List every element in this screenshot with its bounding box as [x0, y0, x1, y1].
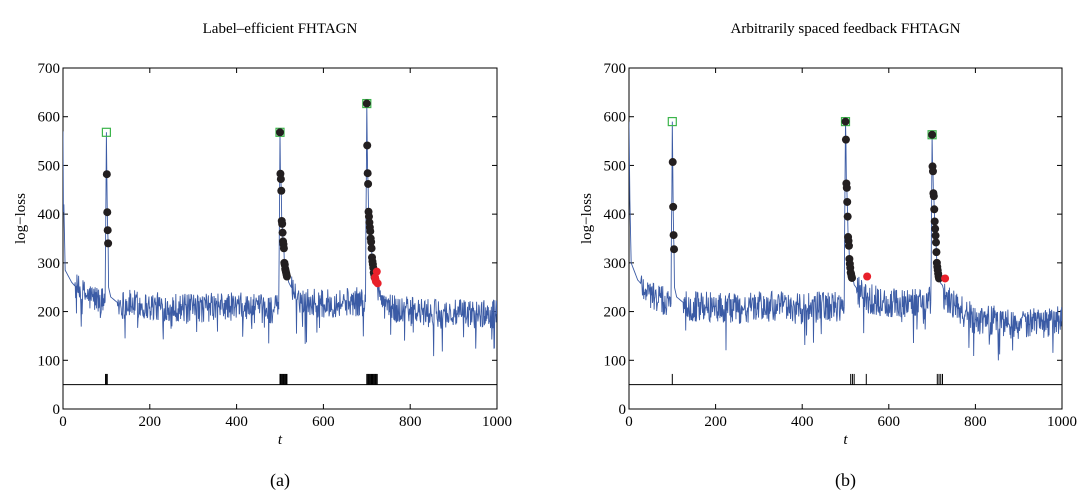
- black-data-point: [844, 241, 853, 250]
- x-tick-label: 1000: [1047, 414, 1077, 430]
- black-data-point: [847, 273, 856, 282]
- log-loss-line-segment: [670, 121, 845, 351]
- x-axis-label: t: [843, 432, 848, 448]
- y-axis-label: log−loss: [13, 193, 29, 244]
- x-tick-label: 200: [139, 414, 162, 430]
- plot-area: [629, 121, 1062, 386]
- plot-frame: [62, 67, 498, 410]
- y-tick-label: 200: [604, 305, 627, 321]
- panel-caption: (b): [835, 470, 856, 491]
- y-tick-label: 100: [38, 353, 61, 369]
- green-square-marker: [667, 116, 677, 127]
- x-tick-label: 400: [791, 414, 814, 430]
- x-tick-label: 0: [625, 414, 633, 430]
- log-loss-line-segment: [104, 132, 280, 344]
- plot-frame: [628, 67, 1063, 410]
- black-data-point: [841, 117, 850, 126]
- x-tick-label: 600: [312, 414, 335, 430]
- y-tick-label: 0: [619, 402, 627, 418]
- black-data-point: [842, 183, 851, 192]
- black-data-point: [931, 224, 940, 233]
- black-data-point: [929, 192, 938, 201]
- black-data-point: [928, 130, 937, 139]
- chart-title: Arbitrarily spaced feedback FHTAGN: [731, 21, 961, 37]
- chart-b-svg: Arbitrarily spaced feedback FHTAGN 0 100 20…: [579, 21, 1077, 491]
- black-data-point: [103, 226, 112, 235]
- y-tick-label: 700: [604, 61, 627, 77]
- black-data-point: [276, 128, 284, 137]
- x-tick-label: 0: [59, 414, 67, 430]
- x-tick-label: 800: [399, 414, 422, 430]
- black-data-point: [364, 212, 373, 221]
- black-data-point: [930, 205, 939, 214]
- log-loss-line-segment: [278, 132, 366, 344]
- black-data-point: [366, 227, 375, 236]
- red-data-point: [941, 274, 950, 283]
- black-data-point: [843, 197, 852, 206]
- x-tick-label: 400: [225, 414, 248, 430]
- log-loss-line-segment: [63, 131, 106, 327]
- red-data-point: [373, 279, 382, 288]
- log-loss-line-segment: [930, 134, 1062, 361]
- plot-area: [63, 103, 497, 386]
- x-axis-label: t: [278, 432, 283, 448]
- black-data-point: [104, 239, 113, 248]
- black-data-point: [103, 208, 112, 217]
- chart-panel-a: Label–efficient FHTAGN 0 100 200 300 400 500 60…: [13, 21, 512, 491]
- black-data-point: [931, 238, 940, 247]
- y-tick-label: 500: [604, 158, 627, 174]
- x-tick-label: 1000: [482, 414, 512, 430]
- log-loss-line-segment: [843, 121, 932, 344]
- black-data-point: [841, 135, 850, 144]
- black-data-point: [278, 219, 287, 228]
- black-data-point: [935, 274, 944, 283]
- black-data-point: [282, 272, 291, 281]
- y-tick-label: 600: [38, 110, 61, 126]
- red-data-point: [863, 272, 872, 281]
- black-data-point: [367, 237, 376, 246]
- chart-a-svg: Label–efficient FHTAGN 0 100 200 300 400 500 60…: [13, 21, 512, 491]
- black-data-point: [102, 170, 111, 179]
- y-tick-label: 300: [604, 256, 627, 272]
- black-data-point: [930, 217, 939, 226]
- black-data-point: [669, 231, 678, 240]
- x-tick-label: 800: [964, 414, 987, 430]
- y-tick-label: 0: [53, 402, 61, 418]
- y-axis-label: log−loss: [579, 193, 595, 244]
- green-square-marker: [101, 127, 112, 137]
- black-data-point: [279, 244, 288, 253]
- black-data-point: [363, 141, 372, 150]
- x-tick-label: 200: [704, 414, 727, 430]
- black-data-point: [278, 228, 287, 237]
- y-tick-label: 200: [38, 305, 61, 321]
- black-data-point: [931, 231, 940, 240]
- black-data-point: [276, 175, 285, 184]
- black-data-point: [928, 167, 937, 176]
- chart-panel-b: Arbitrarily spaced feedback FHTAGN 0 100 20…: [565, 0, 1086, 493]
- log-loss-line-segment: [629, 121, 672, 315]
- black-data-point: [362, 99, 371, 108]
- y-tick-label: 400: [38, 207, 61, 223]
- panel-caption: (a): [270, 470, 290, 491]
- x-tick-label: 600: [878, 414, 901, 430]
- log-loss-line-segment: [365, 103, 497, 357]
- black-data-point: [367, 244, 376, 253]
- y-tick-label: 600: [604, 110, 627, 126]
- black-data-point: [843, 212, 852, 221]
- black-data-point: [277, 186, 286, 195]
- black-data-point: [363, 169, 372, 178]
- black-data-point: [932, 248, 941, 257]
- black-data-point: [364, 179, 373, 188]
- y-tick-label: 500: [38, 158, 61, 174]
- black-data-point: [670, 245, 679, 254]
- chart-title: Label–efficient FHTAGN: [203, 21, 358, 37]
- y-tick-label: 400: [604, 207, 627, 223]
- y-tick-label: 700: [38, 61, 61, 77]
- y-tick-label: 100: [604, 353, 627, 369]
- y-tick-label: 300: [38, 256, 61, 272]
- red-data-point: [372, 267, 381, 276]
- black-data-point: [669, 202, 678, 211]
- black-data-point: [668, 158, 677, 167]
